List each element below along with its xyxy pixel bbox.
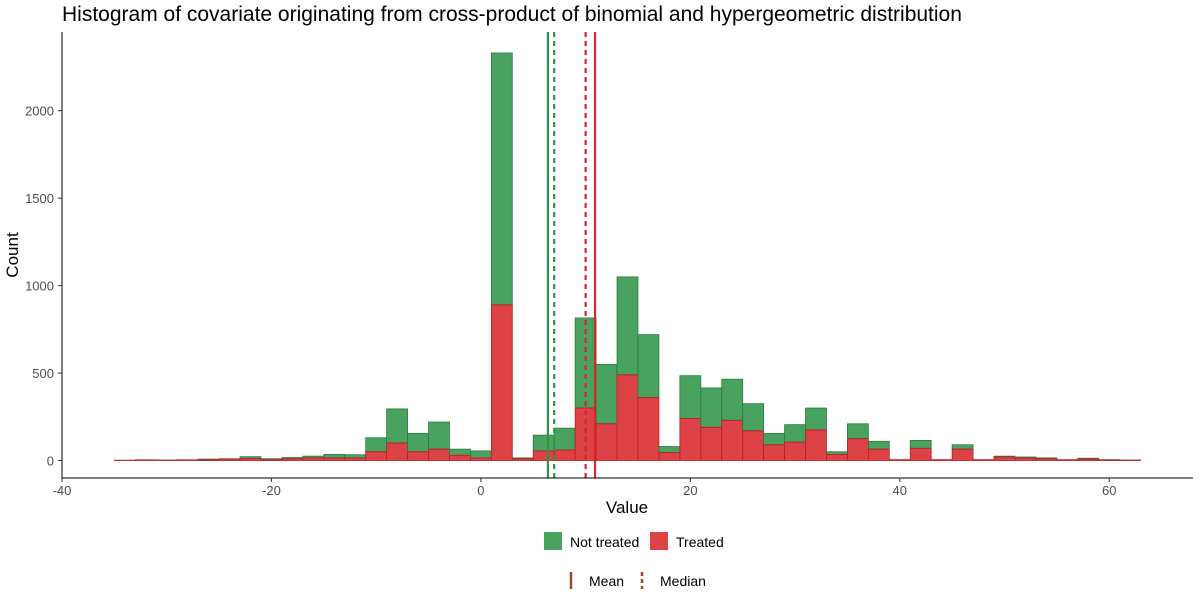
- bar-not-treated: [553, 427, 576, 451]
- bar-treated: [1098, 459, 1121, 461]
- bar-not-treated: [449, 448, 471, 456]
- bar-treated: [679, 418, 702, 461]
- bar-not-treated: [386, 408, 408, 444]
- bar-treated: [344, 457, 367, 461]
- y-axis-title: Count: [3, 232, 22, 278]
- bar-treated: [197, 459, 220, 461]
- bar-treated: [428, 448, 450, 461]
- bar-treated: [218, 458, 241, 461]
- y-tick-label: 1000: [25, 279, 54, 294]
- bar-treated: [805, 429, 827, 461]
- x-tick-label: -40: [53, 483, 72, 498]
- bar-treated: [260, 459, 283, 461]
- bar-treated: [532, 450, 555, 461]
- bar-treated: [658, 452, 681, 461]
- bars-layer: [113, 52, 1142, 461]
- bar-not-treated: [763, 432, 785, 446]
- legend-label-median: Median: [660, 573, 706, 589]
- bar-treated: [323, 457, 346, 461]
- bar-treated: [281, 458, 304, 461]
- bar-treated: [176, 459, 199, 461]
- bar-treated: [972, 459, 995, 461]
- bar-treated: [490, 304, 513, 461]
- bar-treated: [888, 459, 911, 461]
- bar-treated: [742, 430, 765, 461]
- bar-not-treated: [700, 387, 723, 428]
- bar-not-treated: [595, 363, 618, 425]
- bar-treated: [1014, 457, 1037, 461]
- bar-treated: [1056, 459, 1079, 461]
- bar-treated: [784, 441, 806, 461]
- bar-treated: [511, 458, 534, 461]
- bar-treated: [595, 423, 618, 461]
- bar-not-treated: [428, 421, 450, 450]
- bar-not-treated: [365, 437, 388, 453]
- bar-not-treated: [847, 423, 869, 440]
- bar-treated: [909, 447, 932, 461]
- bar-treated: [826, 453, 848, 461]
- bar-not-treated: [470, 450, 492, 459]
- chart-title: Histogram of covariate originating from …: [62, 3, 962, 26]
- bar-treated: [386, 442, 408, 461]
- bar-not-treated: [909, 439, 932, 449]
- bar-not-treated: [867, 440, 890, 450]
- bar-treated: [700, 426, 723, 461]
- legend-layer: Not treated Treated Mean Median: [544, 532, 724, 589]
- bar-not-treated: [742, 403, 765, 432]
- bar-treated: [239, 458, 262, 461]
- x-axis-title: Value: [606, 498, 648, 517]
- bar-not-treated: [637, 334, 660, 398]
- bar-treated: [1035, 458, 1058, 461]
- bar-not-treated: [616, 276, 639, 376]
- bar-not-treated: [532, 434, 555, 452]
- bar-treated: [407, 451, 429, 461]
- bar-treated: [574, 407, 597, 461]
- bar-treated: [951, 448, 974, 461]
- bar-treated: [993, 456, 1016, 461]
- y-tick-label: 500: [32, 366, 54, 381]
- legend-label-mean: Mean: [589, 573, 624, 589]
- x-tick-label: 0: [477, 483, 484, 498]
- bar-treated: [470, 457, 492, 461]
- axes-layer: -40 -20 0 20 40 60 0 500 1000 1500 2000: [25, 32, 1193, 498]
- bar-treated: [616, 374, 639, 461]
- bar-treated: [637, 397, 660, 461]
- x-tick-label: 40: [893, 483, 907, 498]
- bar-not-treated: [407, 432, 429, 453]
- bar-treated: [867, 448, 890, 461]
- bar-treated: [449, 454, 471, 461]
- bar-treated: [930, 459, 953, 461]
- bar-treated: [763, 444, 785, 461]
- bar-not-treated: [951, 444, 974, 450]
- y-tick-label: 2000: [25, 104, 54, 119]
- bar-treated: [302, 457, 325, 461]
- x-tick-label: 20: [683, 483, 697, 498]
- y-tick-label: 1500: [25, 191, 54, 206]
- x-tick-label: -20: [262, 483, 281, 498]
- bar-not-treated: [323, 453, 346, 459]
- legend-swatch-treated: [650, 532, 668, 550]
- legend-swatch-not-treated: [544, 532, 562, 550]
- bar-not-treated: [490, 52, 513, 306]
- bar-treated: [721, 419, 744, 461]
- bar-treated: [134, 459, 157, 461]
- legend-label-not-treated: Not treated: [570, 534, 639, 550]
- bar-not-treated: [721, 378, 744, 421]
- bar-treated: [1077, 458, 1100, 461]
- reference-lines-layer: [546, 32, 597, 478]
- bar-not-treated: [805, 407, 827, 431]
- bar-treated: [365, 451, 388, 461]
- bar-not-treated: [658, 446, 681, 454]
- bar-not-treated: [344, 454, 367, 459]
- bar-treated: [553, 449, 576, 461]
- bar-treated: [847, 438, 869, 461]
- x-tick-label: 60: [1102, 483, 1116, 498]
- legend-label-treated: Treated: [676, 534, 724, 550]
- bar-not-treated: [784, 424, 806, 443]
- y-tick-label: 0: [47, 454, 54, 469]
- bar-not-treated: [679, 375, 702, 419]
